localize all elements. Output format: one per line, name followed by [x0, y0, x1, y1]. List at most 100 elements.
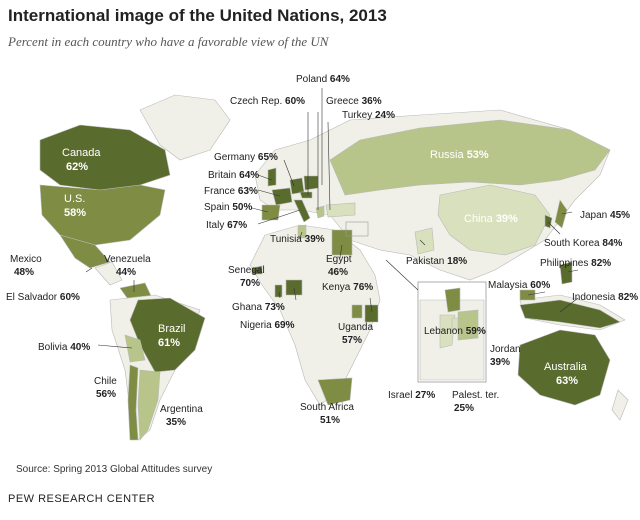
label-turkey: Turkey 24%: [342, 110, 395, 121]
country-pakistan: [414, 227, 435, 255]
new-zealand-shape: [611, 389, 629, 421]
label-philippines: Philippines 82%: [540, 258, 611, 269]
label-russia: Russia 53%: [430, 149, 489, 161]
label-china: China 39%: [464, 213, 518, 225]
label-argentina: Argentina 35%: [160, 404, 203, 428]
label-spain: Spain 50%: [204, 202, 252, 213]
inset-source-box: [345, 221, 369, 237]
label-us: U.S. 58%: [64, 193, 86, 219]
label-germany: Germany 65%: [214, 152, 278, 163]
label-australia: Australia 63%: [544, 361, 588, 387]
label-tunisia: Tunisia 39%: [270, 234, 325, 245]
label-bolivia: Bolivia 40%: [38, 342, 90, 353]
label-egypt: Egypt 46%: [326, 254, 352, 278]
greenland-shape: [139, 94, 231, 161]
label-senegal: Senegal 70%: [228, 265, 265, 289]
label-south-africa: South Africa 51%: [300, 402, 354, 426]
inset-jordan: [457, 309, 479, 341]
label-france: France 63%: [204, 186, 258, 197]
country-fills: [39, 119, 621, 441]
leader-turkey: [327, 121, 331, 211]
country-south-africa: [317, 377, 353, 406]
label-canada: Canada 62%: [62, 147, 101, 173]
leader-nigeria: [293, 287, 297, 301]
label-jordan: Jordan 39%: [490, 344, 521, 368]
map-title: International image of the United Nation…: [8, 6, 387, 25]
country-malaysia: [519, 289, 536, 301]
label-ghana: Ghana 73%: [232, 302, 285, 313]
middle-east-inset: [345, 221, 487, 383]
country-britain: [267, 167, 277, 187]
inset-israel: [439, 314, 456, 349]
label-indonesia: Indonesia 82%: [572, 292, 638, 303]
source-note: Source: Spring 2013 Global Attitudes sur…: [16, 464, 213, 475]
leader-tunisia: [299, 231, 303, 239]
country-japan: [554, 199, 568, 229]
leader-pakistan: [419, 239, 426, 246]
country-poland: [303, 175, 319, 191]
country-south-korea: [544, 214, 553, 229]
country-central-america: [94, 261, 123, 286]
country-senegal: [251, 265, 263, 275]
label-palestinian-ter: Palest. ter. 25%: [452, 390, 499, 414]
leader-egypt: [339, 244, 343, 259]
country-ghana: [274, 284, 283, 298]
leader-kenya: [369, 297, 373, 313]
country-italy: [293, 199, 311, 223]
label-nigeria: Nigeria 69%: [240, 320, 295, 331]
label-japan: Japan 45%: [580, 210, 630, 221]
leader-philippines: [567, 269, 579, 273]
country-argentina: [137, 369, 161, 441]
label-britain: Britain 64%: [208, 170, 259, 181]
label-malaysia: Malaysia 60%: [488, 280, 550, 291]
country-australia: [517, 329, 611, 406]
label-lebanon: Lebanon 59%: [424, 326, 486, 337]
leader-italy: [257, 209, 301, 225]
inset-leader-line: [385, 259, 419, 291]
country-czech: [299, 191, 313, 199]
label-greece: Greece 36%: [326, 96, 382, 107]
leader-japan: [561, 211, 573, 215]
label-kenya: Kenya 76%: [322, 282, 373, 293]
leader-malaysia: [527, 291, 546, 296]
leader-south-korea: [547, 221, 561, 235]
country-tunisia: [297, 224, 307, 239]
label-czech: Czech Rep. 60%: [230, 96, 305, 107]
label-israel: Israel 27%: [388, 390, 435, 401]
label-mexico: Mexico 48%: [10, 254, 42, 278]
leader-spain: [251, 207, 269, 213]
country-chile: [127, 364, 139, 441]
inset-lebanon: [444, 287, 461, 313]
country-greece: [315, 205, 325, 219]
label-italy: Italy 67%: [206, 220, 247, 231]
labels: Poland 64% Czech Rep. 60% Greece 36% Tur…: [6, 74, 638, 428]
inset-palestinian-ter: [451, 317, 459, 331]
organization-credit: PEW RESEARCH CENTER: [8, 493, 156, 505]
country-russia: [329, 119, 611, 196]
leader-germany: [283, 159, 295, 187]
country-turkey: [325, 202, 356, 218]
leader-lines: [85, 88, 579, 349]
label-chile: Chile 56%: [94, 376, 117, 400]
leader-senegal: [255, 269, 263, 273]
country-canada: [39, 124, 171, 191]
country-mexico: [59, 234, 111, 269]
country-china: [437, 184, 551, 256]
country-brazil: [129, 297, 206, 373]
label-brazil: Brazil 61%: [158, 323, 186, 349]
country-spain: [261, 204, 281, 221]
map-subtitle: Percent in each country who have a favor…: [8, 34, 329, 49]
label-el-salvador: El Salvador 60%: [6, 292, 80, 303]
label-venezuela: Venezuela 44%: [104, 254, 151, 278]
world-map: Poland 64% Czech Rep. 60% Greece 36% Tur…: [6, 74, 638, 441]
country-us: [39, 184, 166, 246]
label-poland: Poland 64%: [296, 74, 350, 85]
label-uganda: Uganda 57%: [338, 322, 373, 346]
leader-indonesia: [559, 297, 579, 313]
country-indonesia: [519, 299, 621, 329]
leader-france: [257, 189, 281, 197]
country-philippines: [559, 261, 573, 285]
country-bolivia: [124, 334, 146, 363]
country-nigeria: [285, 279, 303, 296]
country-uganda: [351, 304, 363, 319]
